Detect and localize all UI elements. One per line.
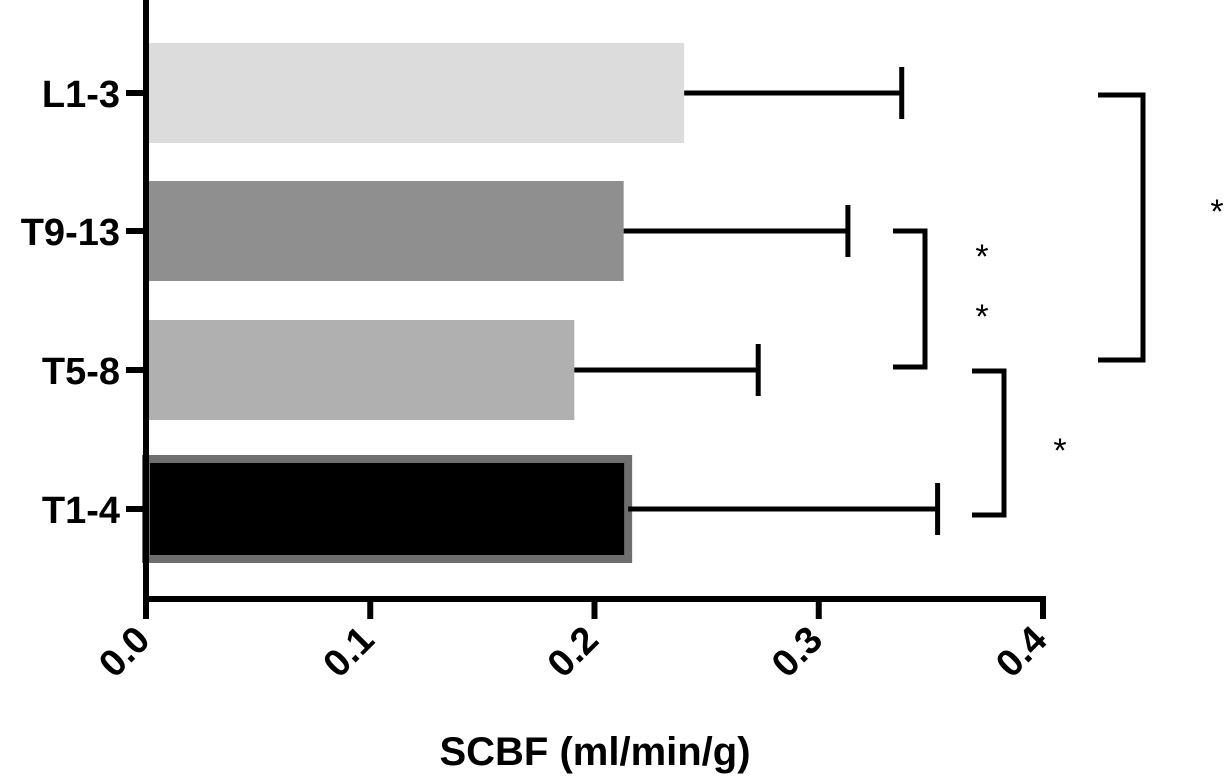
bracket-t5-8-t1-4 [972, 368, 1007, 518]
x-tick-label: 0.2 [540, 619, 607, 686]
significance-brackets-group: * * * * [893, 92, 1224, 518]
error-bars-group [574, 67, 941, 535]
y-tick-label: L1-3 [42, 74, 120, 116]
bar-l1-3 [146, 43, 685, 143]
significance-star: * [975, 238, 988, 276]
y-tick-label: T9-13 [21, 212, 120, 254]
x-tick-label: 0.3 [764, 619, 831, 686]
significance-star: * [1210, 193, 1223, 231]
x-tick-label: 0.1 [316, 619, 383, 686]
x-ticks-group: 0.0 0.1 0.2 0.3 0.4 [91, 599, 1055, 686]
bar-t1-4 [142, 455, 633, 563]
y-tick-label: T5-8 [42, 351, 120, 393]
x-tick-label: 0.4 [988, 619, 1055, 686]
bar-t9-13 [146, 181, 624, 281]
y-ticks-group: L1-3 T9-13 T5-8 T1-4 [21, 74, 146, 532]
bracket-l1-3-t5-8 [1098, 92, 1146, 363]
bar-t5-8 [146, 320, 575, 420]
x-axis-title: SCBF (ml/min/g) [439, 730, 750, 774]
x-tick-label: 0.0 [91, 619, 158, 686]
bracket-t9-13-t5-8 [893, 228, 928, 370]
y-tick-label: T1-4 [42, 490, 120, 532]
bars-group [142, 43, 685, 563]
significance-star: * [975, 298, 988, 336]
significance-star: * [1053, 432, 1066, 470]
